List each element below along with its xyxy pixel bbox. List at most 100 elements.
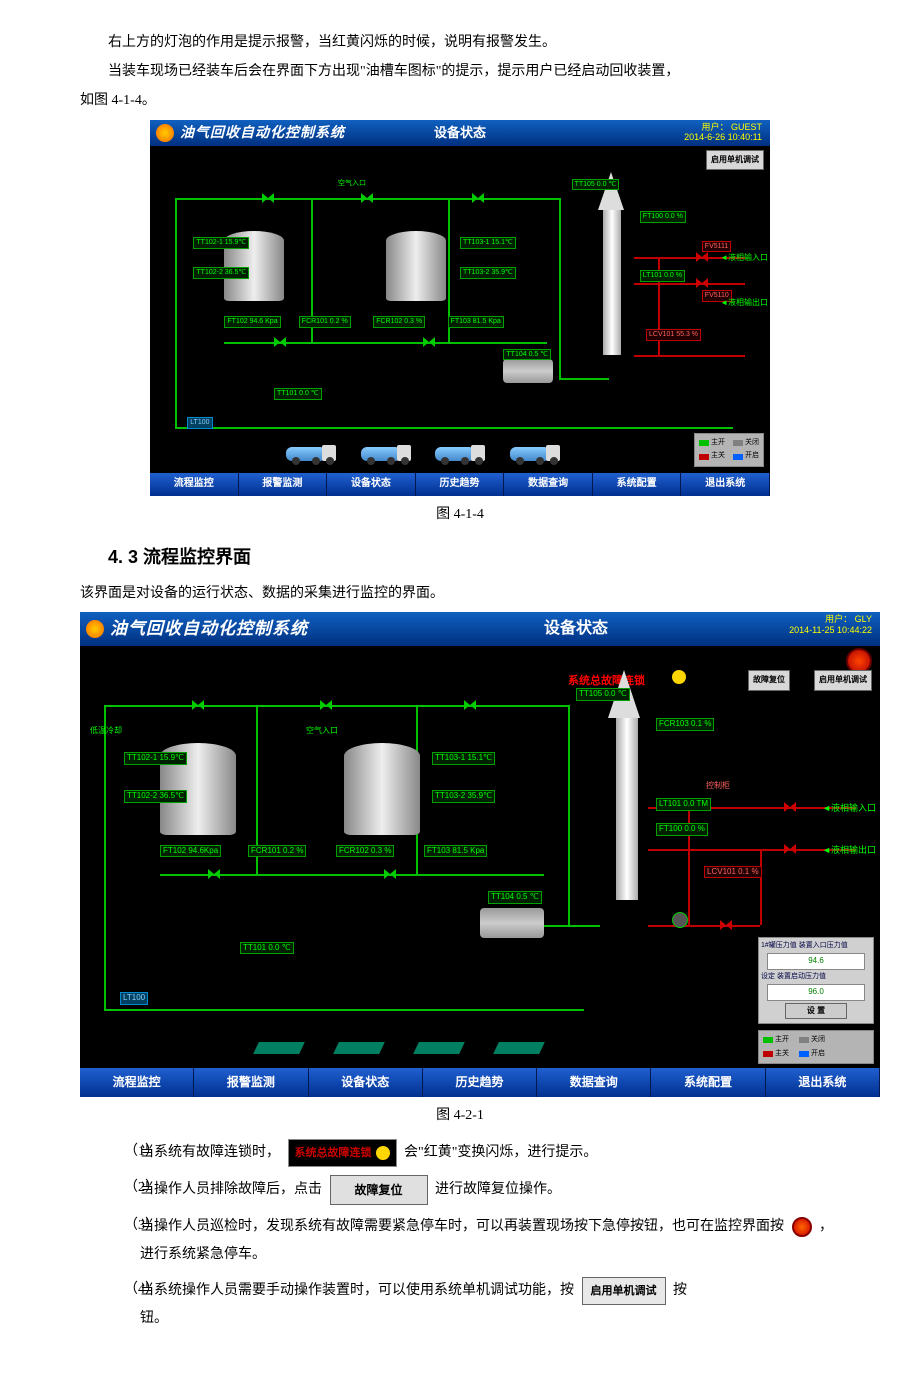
- alarm-lamp-icon: [672, 670, 686, 684]
- tag: TT102-1 15.9℃: [124, 752, 187, 765]
- text: 当操作人员排除故障后，点击: [140, 1182, 322, 1197]
- status-heading: 设备状态: [434, 121, 486, 144]
- lamp-icon: [376, 1146, 390, 1160]
- user-line: 用户： GUEST: [684, 122, 762, 133]
- tag: TT104 0.5 ℃: [503, 349, 551, 361]
- paragraph-2: 当装车现场已经装车后会在界面下方出现"油槽车图标"的提示，提示用户已经启动回收装…: [80, 59, 840, 84]
- nav-button[interactable]: 报警监测: [194, 1068, 308, 1097]
- nav-button[interactable]: 数据查询: [504, 473, 593, 496]
- tank-2: [344, 743, 420, 835]
- tag: LT100: [187, 417, 212, 429]
- tag: LT101 0.0 TM: [656, 798, 711, 811]
- loading-pad: [333, 1042, 385, 1054]
- text: 钮。: [140, 1311, 168, 1326]
- nav-button[interactable]: 退出系统: [766, 1068, 880, 1097]
- tag: FCR101 0.2 %: [248, 845, 306, 858]
- compressor: [503, 359, 553, 383]
- text: 当系统操作人员需要手动操作装置时，可以使用系统单机调试功能，按: [140, 1283, 574, 1298]
- tag: TT103-2 35.9℃: [432, 790, 495, 803]
- tag: TT103-1 15.1℃: [460, 237, 516, 249]
- tag: LT101 0.0 %: [640, 270, 685, 282]
- label: 空气入口: [304, 726, 340, 737]
- panel-set-button[interactable]: 设 置: [785, 1003, 847, 1019]
- figure-4-1-4: 油气回收自动化控制系统 设备状态 用户： GUEST 2014-6-26 10:…: [150, 120, 770, 496]
- scada-header: 油气回收自动化控制系统 设备状态 用户： GUEST 2014-6-26 10:…: [150, 120, 770, 146]
- pump-icon: [672, 912, 688, 928]
- absorption-tower: [603, 205, 621, 355]
- list-item-1: （1） 当系统有故障连锁时， 系统总故障连锁 会"红黄"变换闪烁，进行提示。: [80, 1139, 840, 1167]
- fault-lock-indicator: 系统总故障连锁: [288, 1139, 397, 1167]
- user-info: 用户： GUEST 2014-6-26 10:40:11: [684, 122, 762, 144]
- loading-pad: [253, 1042, 305, 1054]
- tag: FT102 94.6 Kpa: [224, 316, 280, 328]
- list-number: （1）: [80, 1139, 140, 1167]
- panel-value: 94.6: [767, 953, 865, 969]
- tag: FT100 0.0 %: [656, 823, 708, 836]
- tanker-truck-icon: [286, 439, 336, 465]
- time-line: 2014-11-25 10:44:22: [789, 625, 872, 636]
- io-label: ◄液相输出口: [720, 296, 768, 310]
- tag: TT101 0.0 ℃: [274, 388, 322, 400]
- text: 进行故障复位操作。: [435, 1182, 561, 1197]
- scada-footer: 流程监控 报警监测 设备状态 历史趋势 数据查询 系统配置 退出系统: [150, 473, 770, 496]
- absorption-tower: [616, 714, 638, 900]
- legend: 主开关闭 主关开启: [758, 1030, 874, 1064]
- tag: FT103 81.5 Kpa: [424, 845, 487, 858]
- nav-button[interactable]: 设备状态: [309, 1068, 423, 1097]
- section-heading-43: 4. 3 流程监控界面: [108, 541, 840, 573]
- tag: LCV101 55.3 %: [646, 329, 701, 341]
- debug-button[interactable]: 启用单机调试: [582, 1277, 666, 1305]
- tag: TT105 0.0 ℃: [572, 179, 620, 191]
- compressor: [480, 908, 544, 938]
- nav-button[interactable]: 历史趋势: [416, 473, 505, 496]
- scada-body: 系统总故障连锁 故障复位 启用单机调试: [80, 646, 880, 1068]
- legend: 主开关闭 主关开启: [694, 433, 764, 467]
- loading-pad: [493, 1042, 545, 1054]
- panel-label: 设定 装置启动压力值: [761, 971, 871, 984]
- fault-reset-button[interactable]: 故障复位: [330, 1175, 428, 1205]
- time-line: 2014-6-26 10:40:11: [684, 132, 762, 143]
- nav-button[interactable]: 历史趋势: [423, 1068, 537, 1097]
- text: 当系统有故障连锁时，: [140, 1145, 280, 1160]
- nav-button[interactable]: 设备状态: [327, 473, 416, 496]
- fault-reset-button[interactable]: 故障复位: [748, 670, 790, 690]
- estop-button[interactable]: [792, 1217, 812, 1237]
- label: 控制柜: [704, 781, 732, 792]
- tag: FCR101 0.2 %: [299, 316, 351, 328]
- tag: FCR102 0.3 %: [373, 316, 425, 328]
- nav-button[interactable]: 数据查询: [537, 1068, 651, 1097]
- tag: TT105 0.0 ℃: [576, 688, 630, 701]
- debug-button[interactable]: 启用单机调试: [814, 670, 872, 690]
- tag: TT104 0.5 ℃: [488, 891, 542, 904]
- nav-button[interactable]: 系统配置: [593, 473, 682, 496]
- tag: TT101 0.0 ℃: [240, 942, 294, 955]
- status-heading: 设备状态: [544, 615, 608, 644]
- tag: TT102-2 36.5℃: [193, 267, 249, 279]
- nav-button[interactable]: 报警监测: [239, 473, 328, 496]
- text: 按: [673, 1283, 687, 1298]
- tag: FT103 81.5 Kpa: [448, 316, 504, 328]
- paragraph-1: 右上方的灯泡的作用是提示报警，当红黄闪烁的时候，说明有报警发生。: [80, 30, 840, 55]
- nav-button[interactable]: 流程监控: [150, 473, 239, 496]
- scada-footer: 流程监控 报警监测 设备状态 历史趋势 数据查询 系统配置 退出系统: [80, 1068, 880, 1097]
- label: 低温冷却: [88, 726, 124, 737]
- io-label: ◄液相输出口: [822, 842, 876, 858]
- tanker-truck-icon: [361, 439, 411, 465]
- logo-icon: [86, 620, 104, 638]
- section-intro: 该界面是对设备的运行状态、数据的采集进行监控的界面。: [80, 581, 840, 606]
- figure-caption-414: 图 4-1-4: [80, 502, 840, 527]
- nav-button[interactable]: 流程监控: [80, 1068, 194, 1097]
- io-label: ◄液相输入口: [720, 251, 768, 265]
- debug-button[interactable]: 启用单机调试: [706, 150, 764, 170]
- scada-title: 油气回收自动化控制系统: [110, 614, 308, 645]
- tanker-truck-icon: [510, 439, 560, 465]
- nav-button[interactable]: 系统配置: [651, 1068, 765, 1097]
- logo-icon: [156, 124, 174, 142]
- paragraph-3: 如图 4-1-4。: [80, 88, 840, 113]
- panel-label: 1#罐压力值 装置入口压力值: [761, 940, 871, 953]
- nav-button[interactable]: 退出系统: [681, 473, 770, 496]
- tag: TT103-1 15.1℃: [432, 752, 495, 765]
- tag: FCR102 0.3 %: [336, 845, 394, 858]
- tag: TT102-2 36.5℃: [124, 790, 187, 803]
- tag: LCV101 0.1 %: [704, 866, 762, 879]
